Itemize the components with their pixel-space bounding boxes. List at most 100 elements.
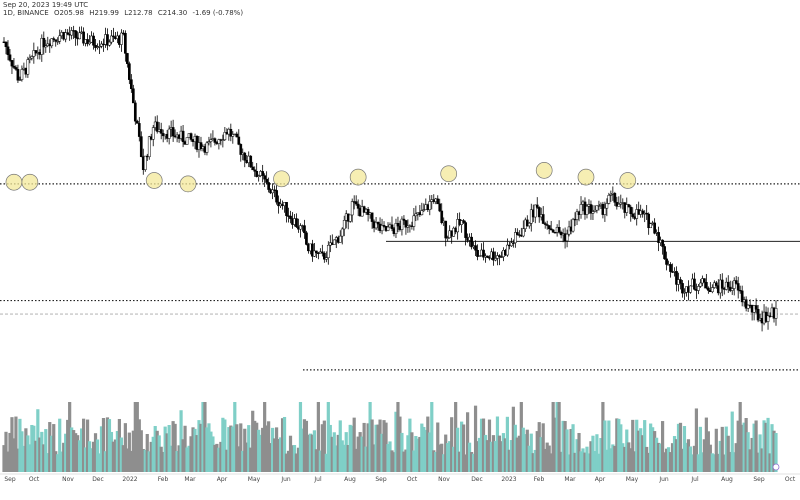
volume-bar (690, 454, 695, 472)
candle-body (18, 79, 22, 81)
volume-bar (479, 418, 484, 472)
volume-bar (149, 441, 153, 472)
x-tick-label: Dec (92, 476, 104, 483)
candle-body (382, 225, 386, 227)
volume-bar (392, 452, 396, 472)
candle-body (533, 204, 537, 218)
ohlc-low: L212.78 (124, 9, 153, 17)
volume-bar (497, 435, 502, 472)
volume-bar (426, 416, 430, 472)
candle-body (275, 190, 278, 203)
candle-body (597, 205, 601, 207)
candle-body (326, 244, 330, 258)
volume-bar (396, 402, 400, 472)
candle-body (52, 38, 56, 40)
volume-bar (292, 445, 297, 472)
candle-body (665, 258, 668, 265)
volume-bar (698, 426, 702, 472)
x-tick-label: Oct (29, 476, 40, 483)
candle-body (527, 222, 531, 227)
volume-bar (533, 449, 537, 472)
volume-bar (326, 402, 330, 472)
candle-body (412, 215, 416, 227)
volume-bar (255, 422, 259, 472)
volume-bar (147, 451, 151, 472)
candle-body (545, 224, 549, 226)
candle-body (54, 39, 58, 42)
candle-body (681, 283, 684, 294)
candle-body (476, 249, 479, 257)
volume-bar (768, 453, 772, 472)
volume-bar (179, 410, 183, 472)
candle-body (438, 203, 442, 212)
volume-bar (177, 445, 181, 472)
candle-body (147, 136, 151, 158)
candle-body (209, 139, 213, 142)
volume-bar (617, 418, 621, 472)
volume-bar (38, 437, 42, 472)
candle-body (199, 142, 203, 149)
candle-body (311, 243, 314, 257)
candle-body (223, 132, 227, 140)
x-tick-label: Jul (313, 476, 322, 483)
volume-bar (559, 451, 563, 472)
volume-bar (119, 437, 123, 472)
volume-bar (167, 425, 171, 472)
volume-bar (714, 428, 718, 472)
volume-bar (360, 436, 364, 472)
candle-body (714, 282, 718, 286)
volume-bar (340, 440, 344, 472)
ohlc-line: 1D, BINANCE O205.98 H219.99 L212.78 C214… (3, 9, 246, 17)
candle-body (271, 189, 274, 194)
volume-bar (531, 453, 535, 472)
volume-bar (48, 422, 52, 472)
candle-body (514, 232, 517, 244)
volume-bar (257, 429, 261, 472)
volume-bar (398, 416, 402, 472)
volume-bar (758, 434, 762, 472)
candle-body (444, 220, 448, 239)
volume-bar (195, 435, 199, 472)
volume-bar (521, 427, 525, 472)
volume-bar (664, 448, 669, 472)
candle-body (595, 205, 599, 211)
volume-bar (70, 427, 74, 472)
candle-body (720, 279, 724, 289)
highlight-circle-5 (349, 168, 367, 186)
candle-body (699, 282, 702, 287)
volume-bar (76, 435, 80, 472)
volume-bar (481, 418, 486, 472)
candle-body (231, 134, 235, 137)
volume-bar (716, 453, 720, 472)
candle-body (82, 31, 85, 44)
volume-bar (159, 446, 163, 472)
volume-bar (430, 402, 434, 472)
candle-body (221, 139, 225, 141)
x-tick-label: Mar (184, 476, 196, 483)
volume-bar (647, 452, 651, 472)
volume-bar (68, 402, 72, 472)
candle-body (151, 127, 155, 140)
volume-bar (736, 420, 740, 472)
volume-bar (543, 448, 547, 472)
volume-bar (529, 433, 533, 472)
x-tick-label: Jun (658, 476, 669, 483)
chart-header: Sep 20, 2023 19:49 UTC 1D, BINANCE O205.… (3, 1, 246, 17)
volume-bar (438, 444, 442, 472)
volume-bar (513, 424, 517, 472)
volume-bar (113, 439, 118, 472)
candle-body (26, 59, 30, 75)
candle-body (239, 144, 243, 155)
candle-body (510, 242, 513, 247)
candle-body (746, 304, 750, 309)
highlight-circle-3 (179, 175, 197, 193)
candle-body (537, 207, 541, 218)
candle-body (703, 278, 706, 283)
volume-bar (487, 419, 492, 472)
candle-body (422, 209, 426, 211)
volume-bar (553, 417, 557, 472)
volume-bar (444, 434, 448, 472)
candle-body (400, 218, 404, 230)
volume-bar (635, 419, 639, 472)
